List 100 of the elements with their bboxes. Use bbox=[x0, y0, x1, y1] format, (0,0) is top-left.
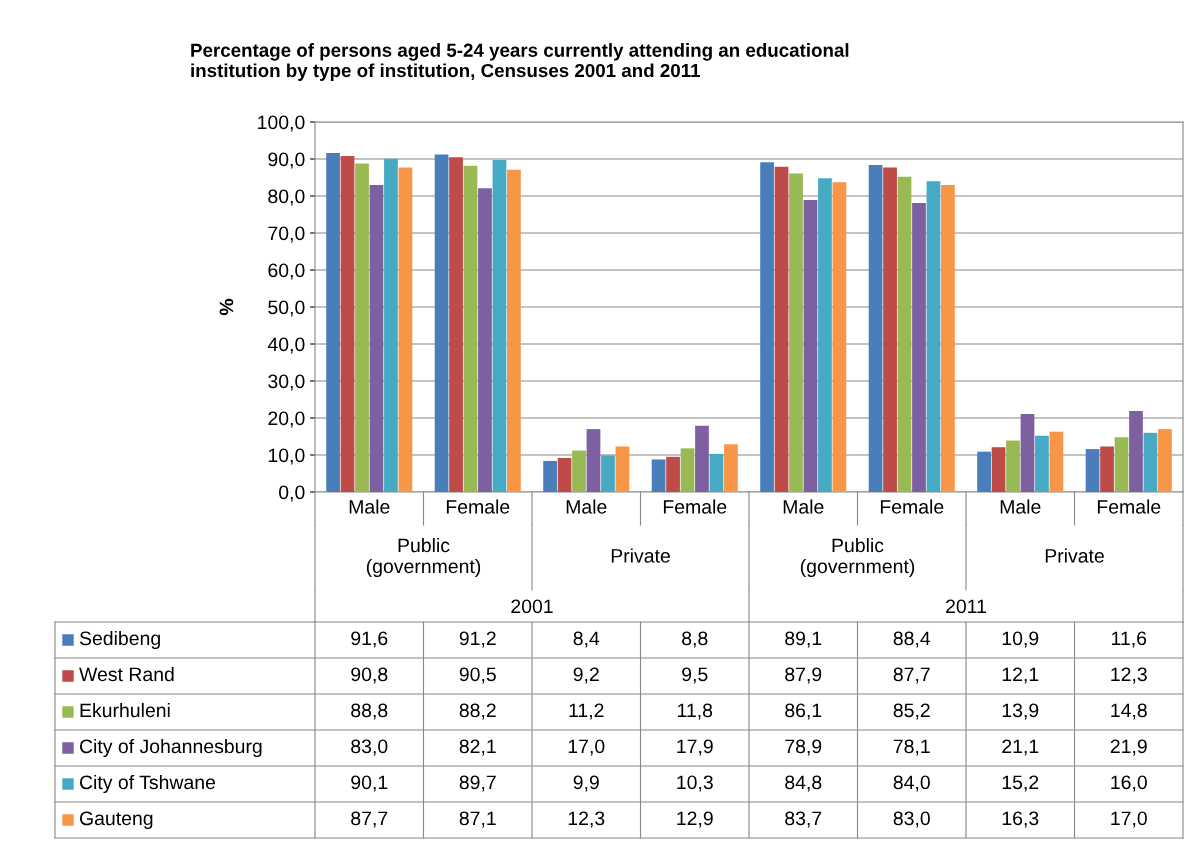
bar bbox=[818, 178, 832, 492]
data-label: 82,1 bbox=[459, 739, 496, 756]
y-tick-label: 80,0 bbox=[268, 189, 305, 206]
bar bbox=[601, 455, 615, 492]
data-label: 10,3 bbox=[677, 775, 713, 792]
data-label: 88,2 bbox=[459, 703, 496, 720]
bar bbox=[1020, 413, 1035, 492]
data-label: 17,0 bbox=[568, 739, 605, 756]
bar bbox=[941, 184, 955, 492]
y-tick-label: 70,0 bbox=[268, 226, 305, 243]
data-label: 91,2 bbox=[459, 631, 496, 648]
data-label: 83,7 bbox=[785, 811, 822, 828]
data-label: 12,3 bbox=[1111, 667, 1147, 684]
bar bbox=[666, 456, 680, 492]
data-label: 90,5 bbox=[459, 667, 496, 684]
y-tick-label: 0,0 bbox=[279, 485, 305, 502]
data-label: 83,0 bbox=[351, 739, 388, 756]
data-label: 11,6 bbox=[1112, 631, 1147, 648]
data-label: 14,8 bbox=[1111, 703, 1147, 720]
x-tick-label: Male bbox=[566, 499, 607, 514]
bar bbox=[789, 173, 803, 492]
bar bbox=[1100, 446, 1114, 492]
bar bbox=[434, 154, 449, 492]
bar bbox=[615, 446, 630, 492]
data-label: 12,1 bbox=[1002, 667, 1039, 684]
bar bbox=[760, 162, 774, 492]
bar bbox=[977, 451, 991, 492]
bar bbox=[543, 460, 557, 492]
x-tick-label: Female bbox=[663, 499, 727, 514]
data-label: 9,5 bbox=[682, 667, 708, 684]
legend-label: West Rand bbox=[79, 666, 174, 682]
legend-label: Ekurhuleni bbox=[80, 702, 170, 718]
x-tick-label: Male bbox=[783, 499, 824, 514]
bar bbox=[724, 444, 738, 492]
data-label: 17,0 bbox=[1111, 811, 1147, 828]
data-label: 16,3 bbox=[1002, 811, 1039, 828]
data-label: 89,1 bbox=[785, 631, 822, 648]
bar bbox=[774, 166, 789, 492]
bar bbox=[991, 447, 1006, 492]
x-tick-label: Male bbox=[1000, 499, 1041, 514]
y-axis-title: % bbox=[219, 298, 234, 316]
bar bbox=[1035, 435, 1049, 492]
x-tick-label: Male bbox=[349, 499, 390, 514]
bar bbox=[1129, 410, 1143, 492]
bar bbox=[926, 181, 941, 492]
text: 2011 bbox=[946, 599, 986, 614]
bar bbox=[897, 176, 912, 492]
bar bbox=[1114, 437, 1129, 492]
bar bbox=[478, 188, 492, 492]
data-label: 91,6 bbox=[351, 631, 388, 648]
text: Public (government) bbox=[366, 537, 481, 578]
x-tick-label: Female bbox=[880, 499, 944, 514]
chart-title: Percentage of persons aged 5-24 years currently attending an educational institution by type of institution, Censuses 2001 and 2011 bbox=[191, 43, 849, 81]
bar bbox=[1006, 440, 1020, 492]
y-tick-label: 30,0 bbox=[268, 374, 305, 391]
data-label: 17,9 bbox=[677, 739, 713, 756]
data-label: 83,0 bbox=[893, 811, 930, 828]
data-label: 86,1 bbox=[785, 703, 822, 720]
text: Private bbox=[1045, 548, 1104, 563]
data-label: 90,1 bbox=[351, 775, 388, 792]
y-tick-label: 50,0 bbox=[268, 300, 305, 317]
bar bbox=[680, 448, 695, 492]
bar bbox=[492, 160, 507, 492]
bar bbox=[355, 163, 369, 492]
data-label: 87,7 bbox=[351, 811, 388, 828]
data-label: 16,0 bbox=[1111, 775, 1147, 792]
data-label: 12,9 bbox=[677, 811, 713, 828]
data-label: 11,8 bbox=[678, 703, 713, 720]
data-label: 84,8 bbox=[785, 775, 822, 792]
text: Public (government) bbox=[800, 537, 915, 578]
data-label: 87,7 bbox=[893, 667, 930, 684]
y-tick-label: 60,0 bbox=[268, 263, 305, 280]
data-label: 15,2 bbox=[1002, 775, 1039, 792]
bar bbox=[695, 425, 709, 492]
bar bbox=[709, 453, 724, 492]
legend-label: City of Tshwane bbox=[79, 774, 216, 794]
bar bbox=[883, 167, 897, 492]
legend-label: Gauteng bbox=[79, 811, 153, 830]
data-label: 11,2 bbox=[569, 703, 604, 720]
data-label: 88,8 bbox=[351, 703, 388, 720]
bar bbox=[369, 184, 384, 492]
data-label: 21,9 bbox=[1110, 739, 1147, 756]
bar bbox=[1143, 432, 1158, 492]
data-label: 78,1 bbox=[893, 739, 930, 756]
y-tick-label: 10,0 bbox=[268, 448, 305, 465]
text: Private bbox=[611, 548, 670, 563]
bar bbox=[868, 164, 883, 492]
y-tick-label: 100,0 bbox=[258, 115, 305, 132]
data-label: 12,3 bbox=[568, 811, 605, 828]
text: 2001 bbox=[511, 599, 553, 614]
data-label: 9,2 bbox=[573, 667, 599, 684]
data-label: 89,7 bbox=[459, 775, 496, 792]
data-label: 87,9 bbox=[785, 667, 822, 684]
data-label: 85,2 bbox=[893, 703, 930, 720]
bar bbox=[449, 157, 463, 492]
bar bbox=[572, 450, 586, 492]
data-label: 10,9 bbox=[1002, 631, 1039, 648]
bar bbox=[507, 169, 521, 492]
legend-label: City of Johannesburg bbox=[79, 738, 262, 758]
data-label: 88,4 bbox=[893, 631, 931, 648]
